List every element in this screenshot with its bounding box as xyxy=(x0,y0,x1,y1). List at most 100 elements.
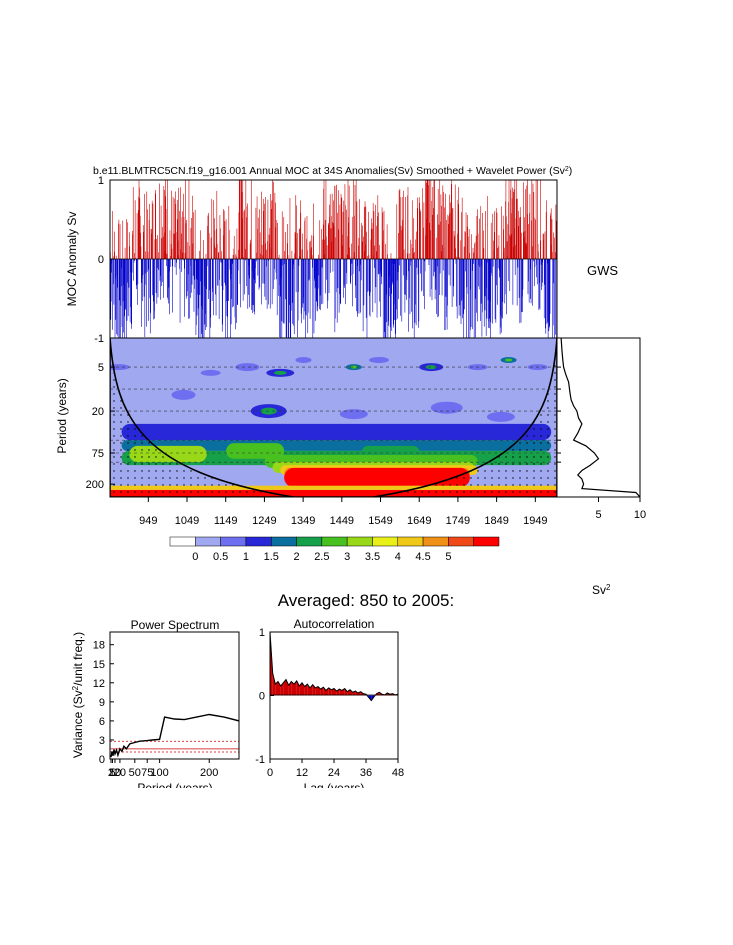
wavelet-x-tick-label: 1249 xyxy=(252,515,276,527)
wavelet-blob xyxy=(110,364,130,371)
autocorrelation-segment xyxy=(299,682,302,696)
autocorrelation-y-ticks: 1 0 -1 xyxy=(255,627,274,766)
autocorrelation-y-tick-label: 1 xyxy=(259,627,265,639)
averaged-title: Averaged: 850 to 2005: xyxy=(278,591,454,610)
autocorrelation-fill xyxy=(270,632,398,701)
autocorrelation-title: Autocorrelation xyxy=(294,617,375,631)
power-spectrum-y-ticks: 0 3 6 9 12 15 18 xyxy=(93,640,114,766)
autocorrelation-x-tick-label: 12 xyxy=(296,767,308,779)
power-spectrum-x-tick-label: 100 xyxy=(150,767,168,779)
colorbar-label: 4 xyxy=(395,551,401,563)
gws-frame xyxy=(556,337,641,498)
autocorrelation-segment xyxy=(320,687,324,696)
colorbar-swatch xyxy=(448,536,474,547)
wavelet-blob xyxy=(295,356,312,363)
wavelet-x-tick-label: 1049 xyxy=(175,515,199,527)
autocorrelation-segment xyxy=(283,679,286,696)
colorbar-label: 2 xyxy=(293,551,299,563)
autocorrelation-y-tick-label: 0 xyxy=(259,691,265,703)
timeseries-panel: 1 0 -1 MOC Anomaly Sv xyxy=(65,175,558,345)
wavelet-hot-band xyxy=(284,467,470,488)
autocorrelation-segment xyxy=(286,679,289,696)
wavelet-blob xyxy=(171,389,196,400)
bottom-crop-mask xyxy=(0,788,733,945)
autocorrelation-segment xyxy=(347,689,350,696)
wavelet-blob-core xyxy=(350,365,358,369)
autocorrelation-segment xyxy=(331,688,334,696)
colorbar-swatch xyxy=(372,536,399,547)
wavelet-x-tick-label: 949 xyxy=(139,515,157,527)
wavelet-blob-core xyxy=(505,358,513,362)
autocorrelation-y-tick-label: -1 xyxy=(255,754,265,766)
autocorrelation-x-tick-label: 0 xyxy=(267,767,273,779)
power-spectrum-y-tick-label: 9 xyxy=(99,697,105,709)
figure-title: b.e11.BLMTRC5CN.f19_g16.001 Annual MOC a… xyxy=(93,165,572,177)
power-spectrum-x-tick-label: 10 xyxy=(109,767,121,779)
autocorrelation-segment xyxy=(334,688,337,696)
autocorrelation-segment xyxy=(291,681,294,696)
gws-panel: 5 10 xyxy=(556,337,646,521)
power-spectrum-x-tick-label: 200 xyxy=(200,767,218,779)
wavelet-x-tick-label: 1549 xyxy=(368,515,392,527)
wavelet-blob xyxy=(235,363,260,372)
power-spectrum-title: Power Spectrum xyxy=(131,618,220,632)
colorbar-label: 3.5 xyxy=(365,551,380,563)
power-spectrum-x-tick-label: 20 xyxy=(114,767,126,779)
colorbar-swatch xyxy=(397,536,424,547)
wavelet-y-tick-label: 5 xyxy=(98,362,104,374)
wavelet-blob xyxy=(430,401,463,414)
wavelet-band xyxy=(226,443,285,459)
autocorrelation-segment xyxy=(307,684,310,696)
power-spectrum-y-tick-label: 18 xyxy=(93,640,105,652)
timeseries-ylabel: MOC Anomaly Sv xyxy=(65,212,79,307)
wavelet-x-tick-label: 1449 xyxy=(330,515,354,527)
autocorrelation-segment xyxy=(350,689,353,696)
wavelet-dashed-lines xyxy=(110,366,557,463)
wavelet-edge-band xyxy=(110,485,557,490)
wavelet-x-tick-label: 1149 xyxy=(214,515,238,527)
autocorrelation-line xyxy=(269,631,399,702)
gws-ticks: 5 10 xyxy=(557,366,646,521)
autocorrelation-segment xyxy=(272,673,276,696)
autocorrelation-segment xyxy=(304,684,308,696)
gws-x-tick-label: 10 xyxy=(634,509,646,521)
wavelet-plot-area xyxy=(110,338,557,497)
autocorrelation-segment xyxy=(323,687,326,696)
timeseries-tick-label: 0 xyxy=(98,254,104,266)
wavelet-blob-core xyxy=(425,365,437,370)
power-spectrum-ylabel: Variance (Sv2/unit freq.) xyxy=(71,632,86,758)
wavelet-x-tick-label: 1649 xyxy=(407,515,431,527)
wavelet-y-tick-label: 75 xyxy=(92,448,104,460)
colorbar-label: 3 xyxy=(344,551,350,563)
sv2-label: Sv2 xyxy=(592,583,611,598)
autocorrelation-segment xyxy=(296,680,300,696)
colorbar-swatch xyxy=(321,536,348,547)
timeseries-tick-label: -1 xyxy=(94,333,104,345)
power-spectrum-x-tick-label: 50 xyxy=(129,767,141,779)
wavelet-x-tick-label: 1849 xyxy=(484,515,508,527)
colorbar-swatch xyxy=(245,536,272,547)
colorbar-swatch xyxy=(169,536,196,547)
colorbar-label: 2.5 xyxy=(314,551,329,563)
autocorrelation-x-tick-label: 24 xyxy=(328,767,340,779)
wavelet-ylabel: Period (years) xyxy=(55,378,69,453)
colorbar-label: 0.5 xyxy=(213,551,228,563)
colorbar-swatch xyxy=(346,536,373,547)
power-spectrum-line xyxy=(110,713,239,758)
colorbar-swatch xyxy=(220,536,247,547)
timeseries-bars xyxy=(110,180,557,338)
power-spectrum-x-tick-label: 75 xyxy=(141,767,153,779)
wavelet-blob xyxy=(368,356,389,363)
power-spectrum-y-tick-label: 15 xyxy=(93,659,105,671)
power-spectrum-x-tick-label: 2 xyxy=(108,767,114,779)
colorbar-label: 5 xyxy=(445,551,451,563)
wavelet-x-tick-label: 1949 xyxy=(523,515,547,527)
power-spectrum-y-tick-label: 6 xyxy=(99,716,105,728)
wavelet-x-tick-label: 1349 xyxy=(291,515,315,527)
timeseries-tick-label: 1 xyxy=(98,175,104,187)
colorbar-swatch xyxy=(296,536,323,547)
wavelet-blob xyxy=(200,369,221,376)
power-spectrum-x-tick-label: 5 xyxy=(109,767,115,779)
